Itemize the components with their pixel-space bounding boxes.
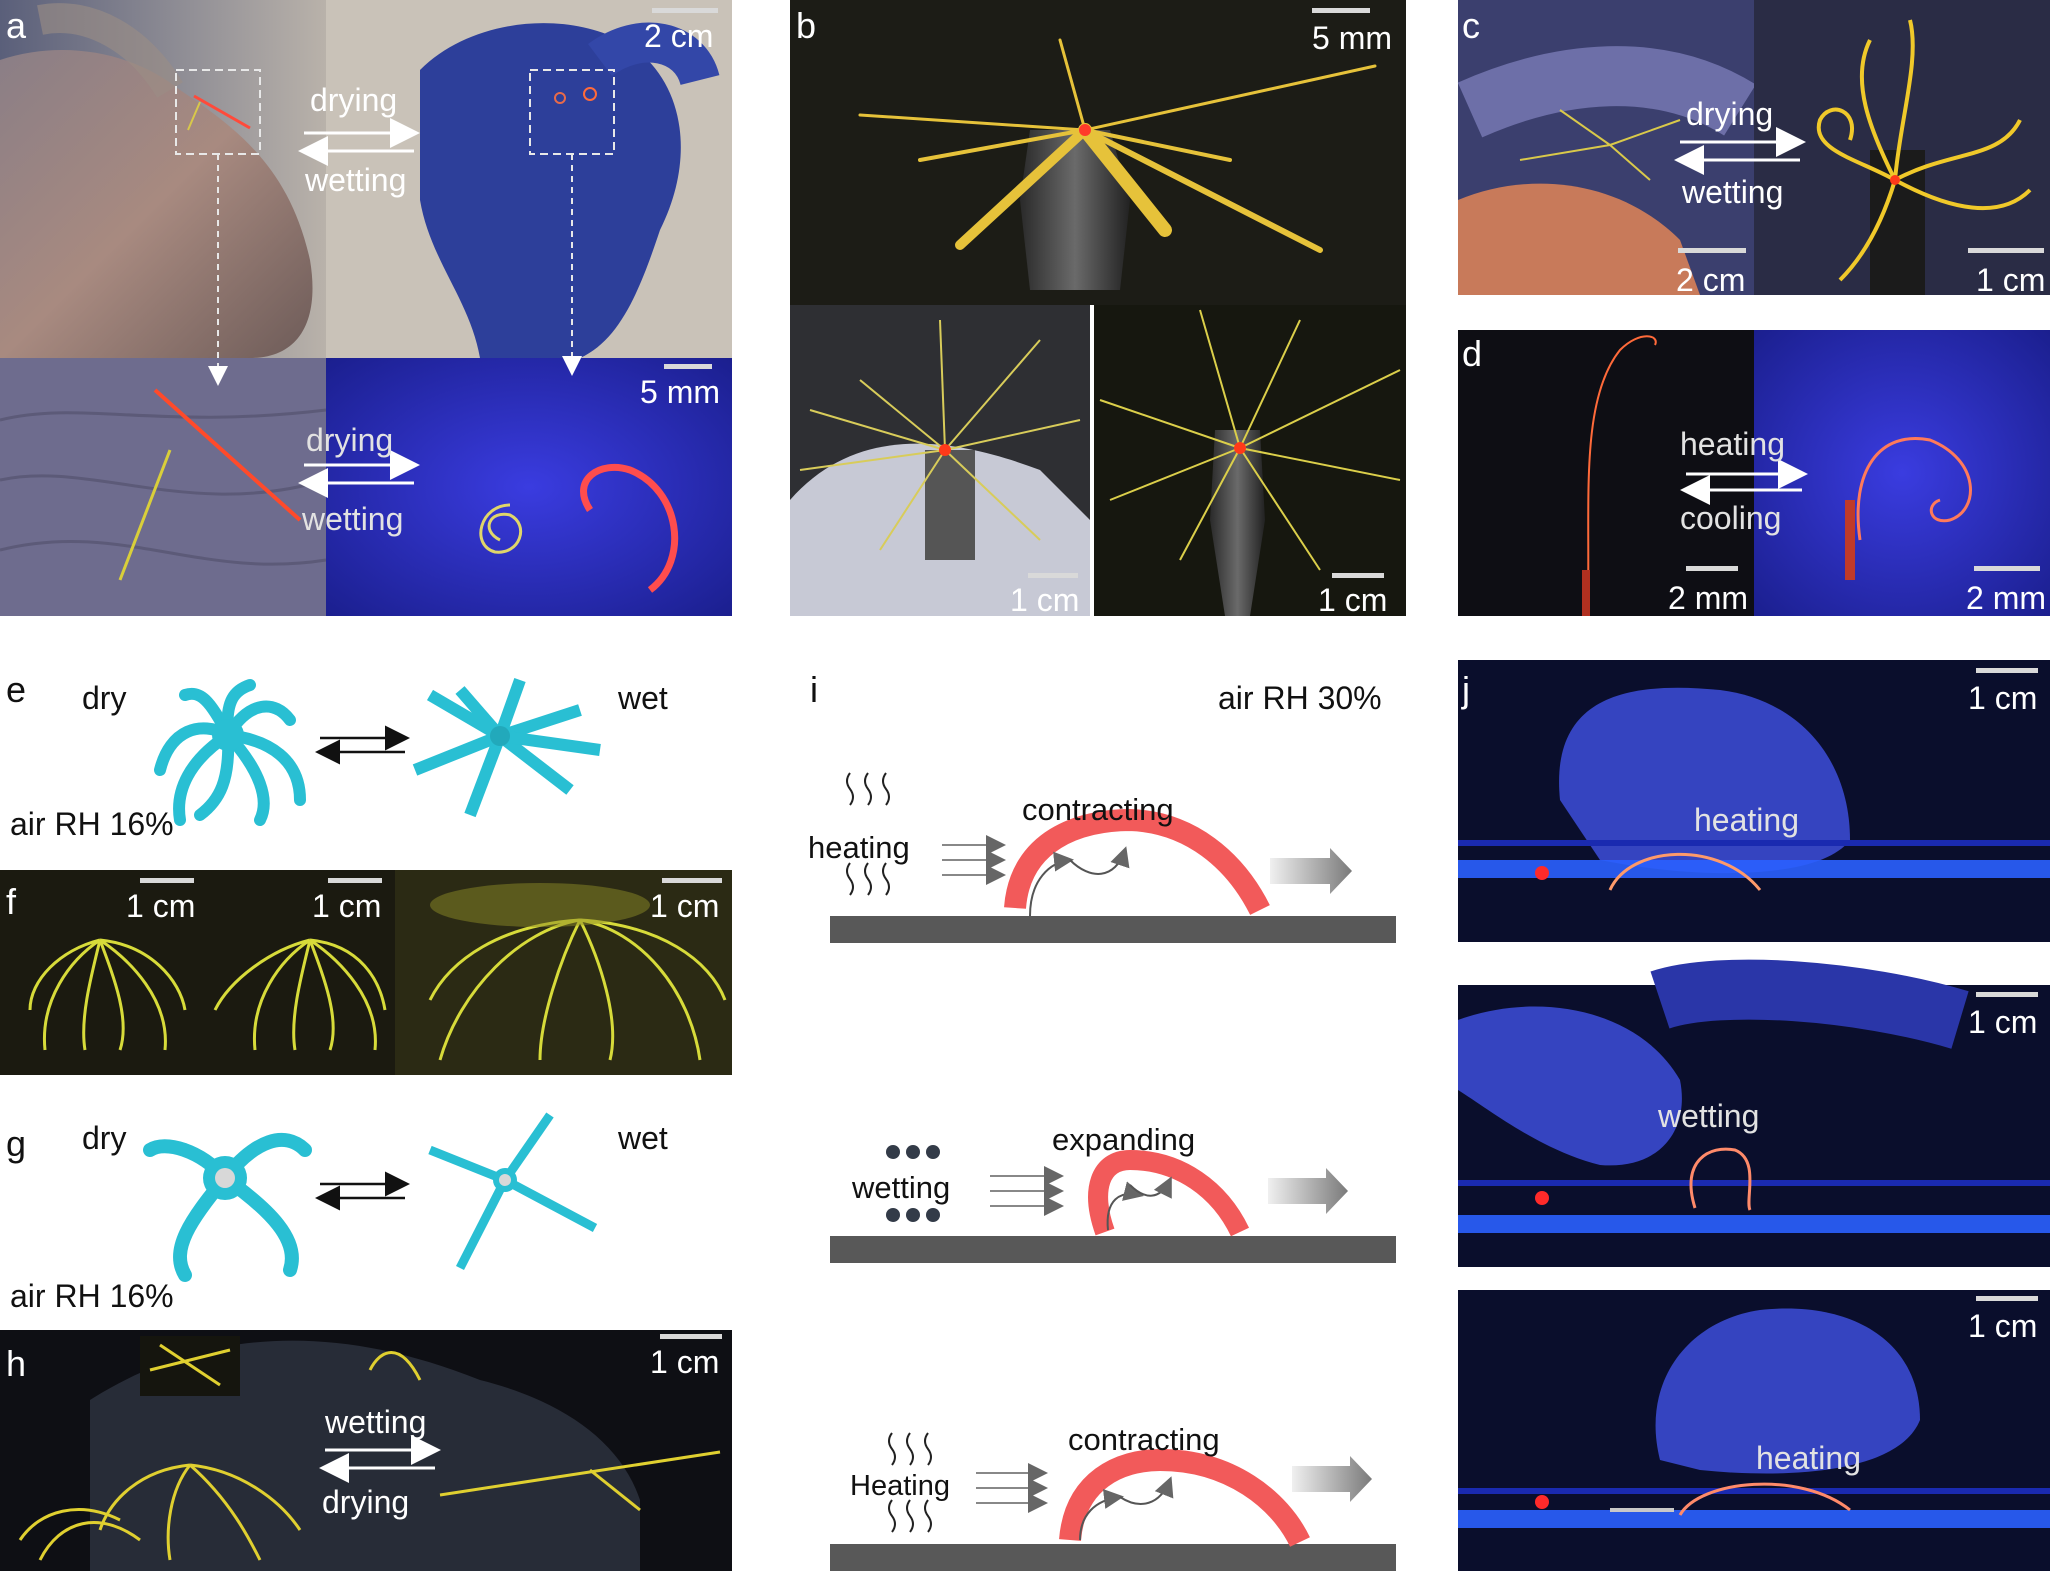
panel-a-letter: a	[6, 5, 27, 46]
panel-i-step2-stimulus: wetting	[852, 1170, 951, 1205]
panel-b-top-scale-label: 5 mm	[1312, 20, 1392, 56]
panel-j-frame3-label: heating	[1756, 1440, 1861, 1476]
panel-b-right-scale-label: 1 cm	[1318, 582, 1388, 618]
panel-d-right-scale-label: 2 mm	[1966, 580, 2046, 616]
panel-h-arrow-label-wetting: wetting	[325, 1404, 427, 1440]
panel-c-left-scalebar	[1678, 248, 1746, 253]
panel-d-letter: d	[1462, 333, 1483, 374]
panel-a-top-scalebar	[652, 8, 718, 13]
panel-j-frame1-label: heating	[1694, 802, 1799, 838]
panel-j-scale-label-3: 1 cm	[1968, 1308, 2038, 1344]
panel-d-photos	[1458, 330, 2050, 616]
panel-i-rh-label: air RH 30%	[1218, 680, 1382, 716]
panel-e-letter: e	[6, 669, 27, 710]
panel-b-right-scalebar	[1332, 573, 1384, 578]
panel-b-photos	[790, 0, 1406, 616]
substrate-3	[830, 1544, 1396, 1571]
panel-j-photos	[1458, 660, 2050, 1571]
panel-a-bottom-arrow-label-drying: drying	[306, 422, 394, 458]
panel-c-arrow-label-wetting: wetting	[1682, 174, 1784, 210]
panel-i-diagram	[830, 772, 1396, 1571]
panel-f-letter: f	[6, 881, 17, 922]
panel-b-top-scalebar	[1312, 8, 1370, 13]
panel-j-scalebar-2	[1976, 992, 2038, 997]
panel-f-photos	[0, 870, 732, 1075]
panel-h-photos	[0, 1330, 732, 1571]
panel-a-top-arrow-label-wetting: wetting	[305, 162, 407, 198]
panel-b-letter: b	[796, 5, 817, 46]
panel-i-step3-stimulus: Heating	[850, 1470, 950, 1502]
panel-j-scalebar-3	[1976, 1296, 2038, 1301]
panel-i-step1-action: contracting	[1022, 792, 1174, 827]
panel-a-top-scale-label: 2 cm	[644, 18, 714, 54]
panel-g-diagram	[143, 1112, 598, 1282]
panel-h-letter: h	[6, 1343, 27, 1384]
panel-i-step1-stimulus: heating	[808, 830, 910, 865]
panel-d-right-scalebar	[1974, 566, 2040, 571]
panel-d-arrow-label-cooling: cooling	[1680, 500, 1782, 536]
panel-h-arrow-label-drying: drying	[322, 1484, 410, 1520]
panel-g-rh-label: air RH 16%	[10, 1278, 174, 1314]
panel-c-letter: c	[1462, 5, 1480, 46]
substrate-2	[830, 1236, 1396, 1263]
panel-i-step2-action: expanding	[1052, 1122, 1196, 1157]
panel-c-left-scale-label: 2 cm	[1676, 262, 1746, 298]
panel-a-top-arrow-label-drying: drying	[310, 82, 398, 118]
substrate-1	[830, 916, 1396, 943]
panel-j-scale-label-2: 1 cm	[1968, 1004, 2038, 1040]
panel-d-arrow-label-heating: heating	[1680, 426, 1785, 462]
panel-a-bottom-scale-label: 5 mm	[640, 374, 720, 410]
panel-b-left-scalebar	[1028, 573, 1078, 578]
panel-c-photos	[1457, 0, 2050, 295]
panel-f-scalebar-2	[328, 878, 382, 883]
panel-b-left-scale-label: 1 cm	[1010, 582, 1080, 618]
panel-a-bottom-scalebar	[664, 364, 712, 369]
panel-h-scale-label: 1 cm	[650, 1344, 720, 1380]
panel-g-letter: g	[6, 1123, 27, 1164]
panel-i-step3-action: contracting	[1068, 1422, 1220, 1457]
actuator-2	[1088, 1149, 1250, 1237]
panel-c-arrow-label-drying: drying	[1686, 96, 1774, 132]
panel-f-scalebar-1	[140, 878, 194, 883]
panel-f-scale-label-1: 1 cm	[126, 888, 196, 924]
panel-d-left-scale-label: 2 mm	[1668, 580, 1748, 616]
panel-c-right-scalebar	[1968, 248, 2044, 253]
panel-j-letter: j	[1462, 669, 1470, 710]
actuator-3	[1059, 1448, 1310, 1548]
panel-g-wet-label: wet	[618, 1120, 668, 1156]
panel-f-scale-label-2: 1 cm	[312, 888, 382, 924]
panel-a-photos	[0, 0, 732, 616]
panel-j-scalebar-1	[1976, 668, 2038, 673]
panel-e-rh-label: air RH 16%	[10, 806, 174, 842]
panel-e-dry-label: dry	[82, 680, 127, 716]
panel-f-scalebar-3	[662, 878, 722, 883]
panel-h-scalebar	[660, 1334, 722, 1339]
panel-e-diagram	[154, 677, 601, 826]
panel-j-frame2-label: wetting	[1658, 1098, 1760, 1134]
panel-i-letter: i	[810, 669, 818, 710]
panel-a-bottom-arrow-label-wetting: wetting	[302, 501, 404, 537]
actuator-1	[1004, 808, 1270, 916]
panel-j-scale-label-1: 1 cm	[1968, 680, 2038, 716]
panel-g-dry-label: dry	[82, 1120, 127, 1156]
panel-f-scale-label-3: 1 cm	[650, 888, 720, 924]
panel-d-left-scalebar	[1686, 566, 1738, 571]
panel-e-wet-label: wet	[618, 680, 668, 716]
panel-c-right-scale-label: 1 cm	[1976, 262, 2046, 298]
